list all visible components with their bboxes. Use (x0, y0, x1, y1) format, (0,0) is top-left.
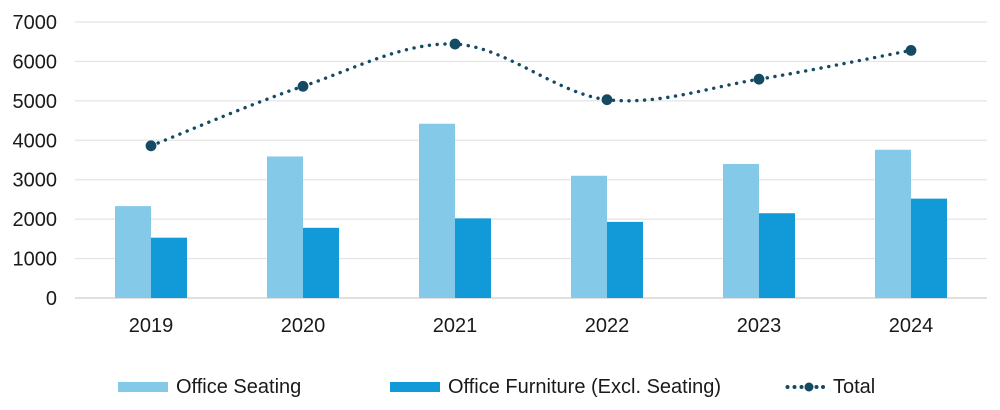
legend-item-office-furniture: Office Furniture (Excl. Seating) (390, 372, 721, 402)
office-seating-swatch-icon (118, 382, 168, 392)
x-tick-label: 2019 (129, 315, 174, 337)
bar-office-seating-2024 (875, 149, 911, 298)
y-tick-label: 1000 (13, 249, 58, 271)
bar-office-furniture-excl-seating--2021 (455, 218, 491, 298)
bar-office-furniture-excl-seating--2022 (607, 221, 643, 298)
legend-label-office-seating: Office Seating (176, 376, 302, 398)
bar-office-seating-2023 (723, 163, 759, 298)
chart-canvas: 0 1000 2000 3000 4000 5000 6000 7000 2019 2020 202… (13, 12, 987, 337)
total-marker-2021 (449, 38, 461, 50)
x-tick-label: 2021 (433, 315, 478, 337)
legend-item-total: Total (785, 372, 875, 402)
y-tick-label: 6000 (13, 51, 58, 73)
total-marker-2019 (145, 140, 157, 152)
bar-office-seating-2021 (419, 123, 455, 299)
total-marker-2022 (601, 94, 613, 106)
bar-office-furniture-excl-seating--2023 (759, 213, 795, 298)
x-tick-label: 2022 (585, 315, 630, 337)
chart-legend: Office Seating Office Furniture (Excl. S… (0, 372, 1000, 402)
bar-office-seating-2020 (267, 156, 303, 298)
total-marker-2023 (753, 73, 765, 85)
x-tick-label: 2020 (281, 315, 326, 337)
y-tick-label: 4000 (13, 130, 58, 152)
bar-office-furniture-excl-seating--2019 (151, 237, 187, 298)
bar-office-furniture-excl-seating--2020 (303, 227, 339, 298)
bar-office-seating-2022 (571, 175, 607, 298)
y-tick-label: 3000 (13, 170, 58, 192)
x-tick-label: 2024 (889, 315, 934, 337)
x-tick-label: 2023 (737, 315, 782, 337)
legend-label-office-furniture: Office Furniture (Excl. Seating) (448, 376, 722, 398)
bar-office-seating-2019 (115, 206, 151, 298)
legend-label-total: Total (833, 376, 876, 398)
office-furniture-swatch-icon (390, 382, 440, 392)
bar-office-furniture-excl-seating--2024 (911, 198, 947, 298)
y-tick-label: 5000 (13, 91, 58, 113)
total-dotted-line (149, 42, 913, 148)
y-tick-label: 2000 (13, 209, 58, 231)
y-tick-label: 0 (46, 288, 57, 310)
total-marker-2024 (905, 44, 917, 56)
legend-item-office-seating: Office Seating (118, 372, 301, 402)
total-marker-2020 (297, 80, 309, 92)
dotted-line-marker-icon (785, 382, 825, 392)
y-tick-label: 7000 (13, 12, 58, 34)
